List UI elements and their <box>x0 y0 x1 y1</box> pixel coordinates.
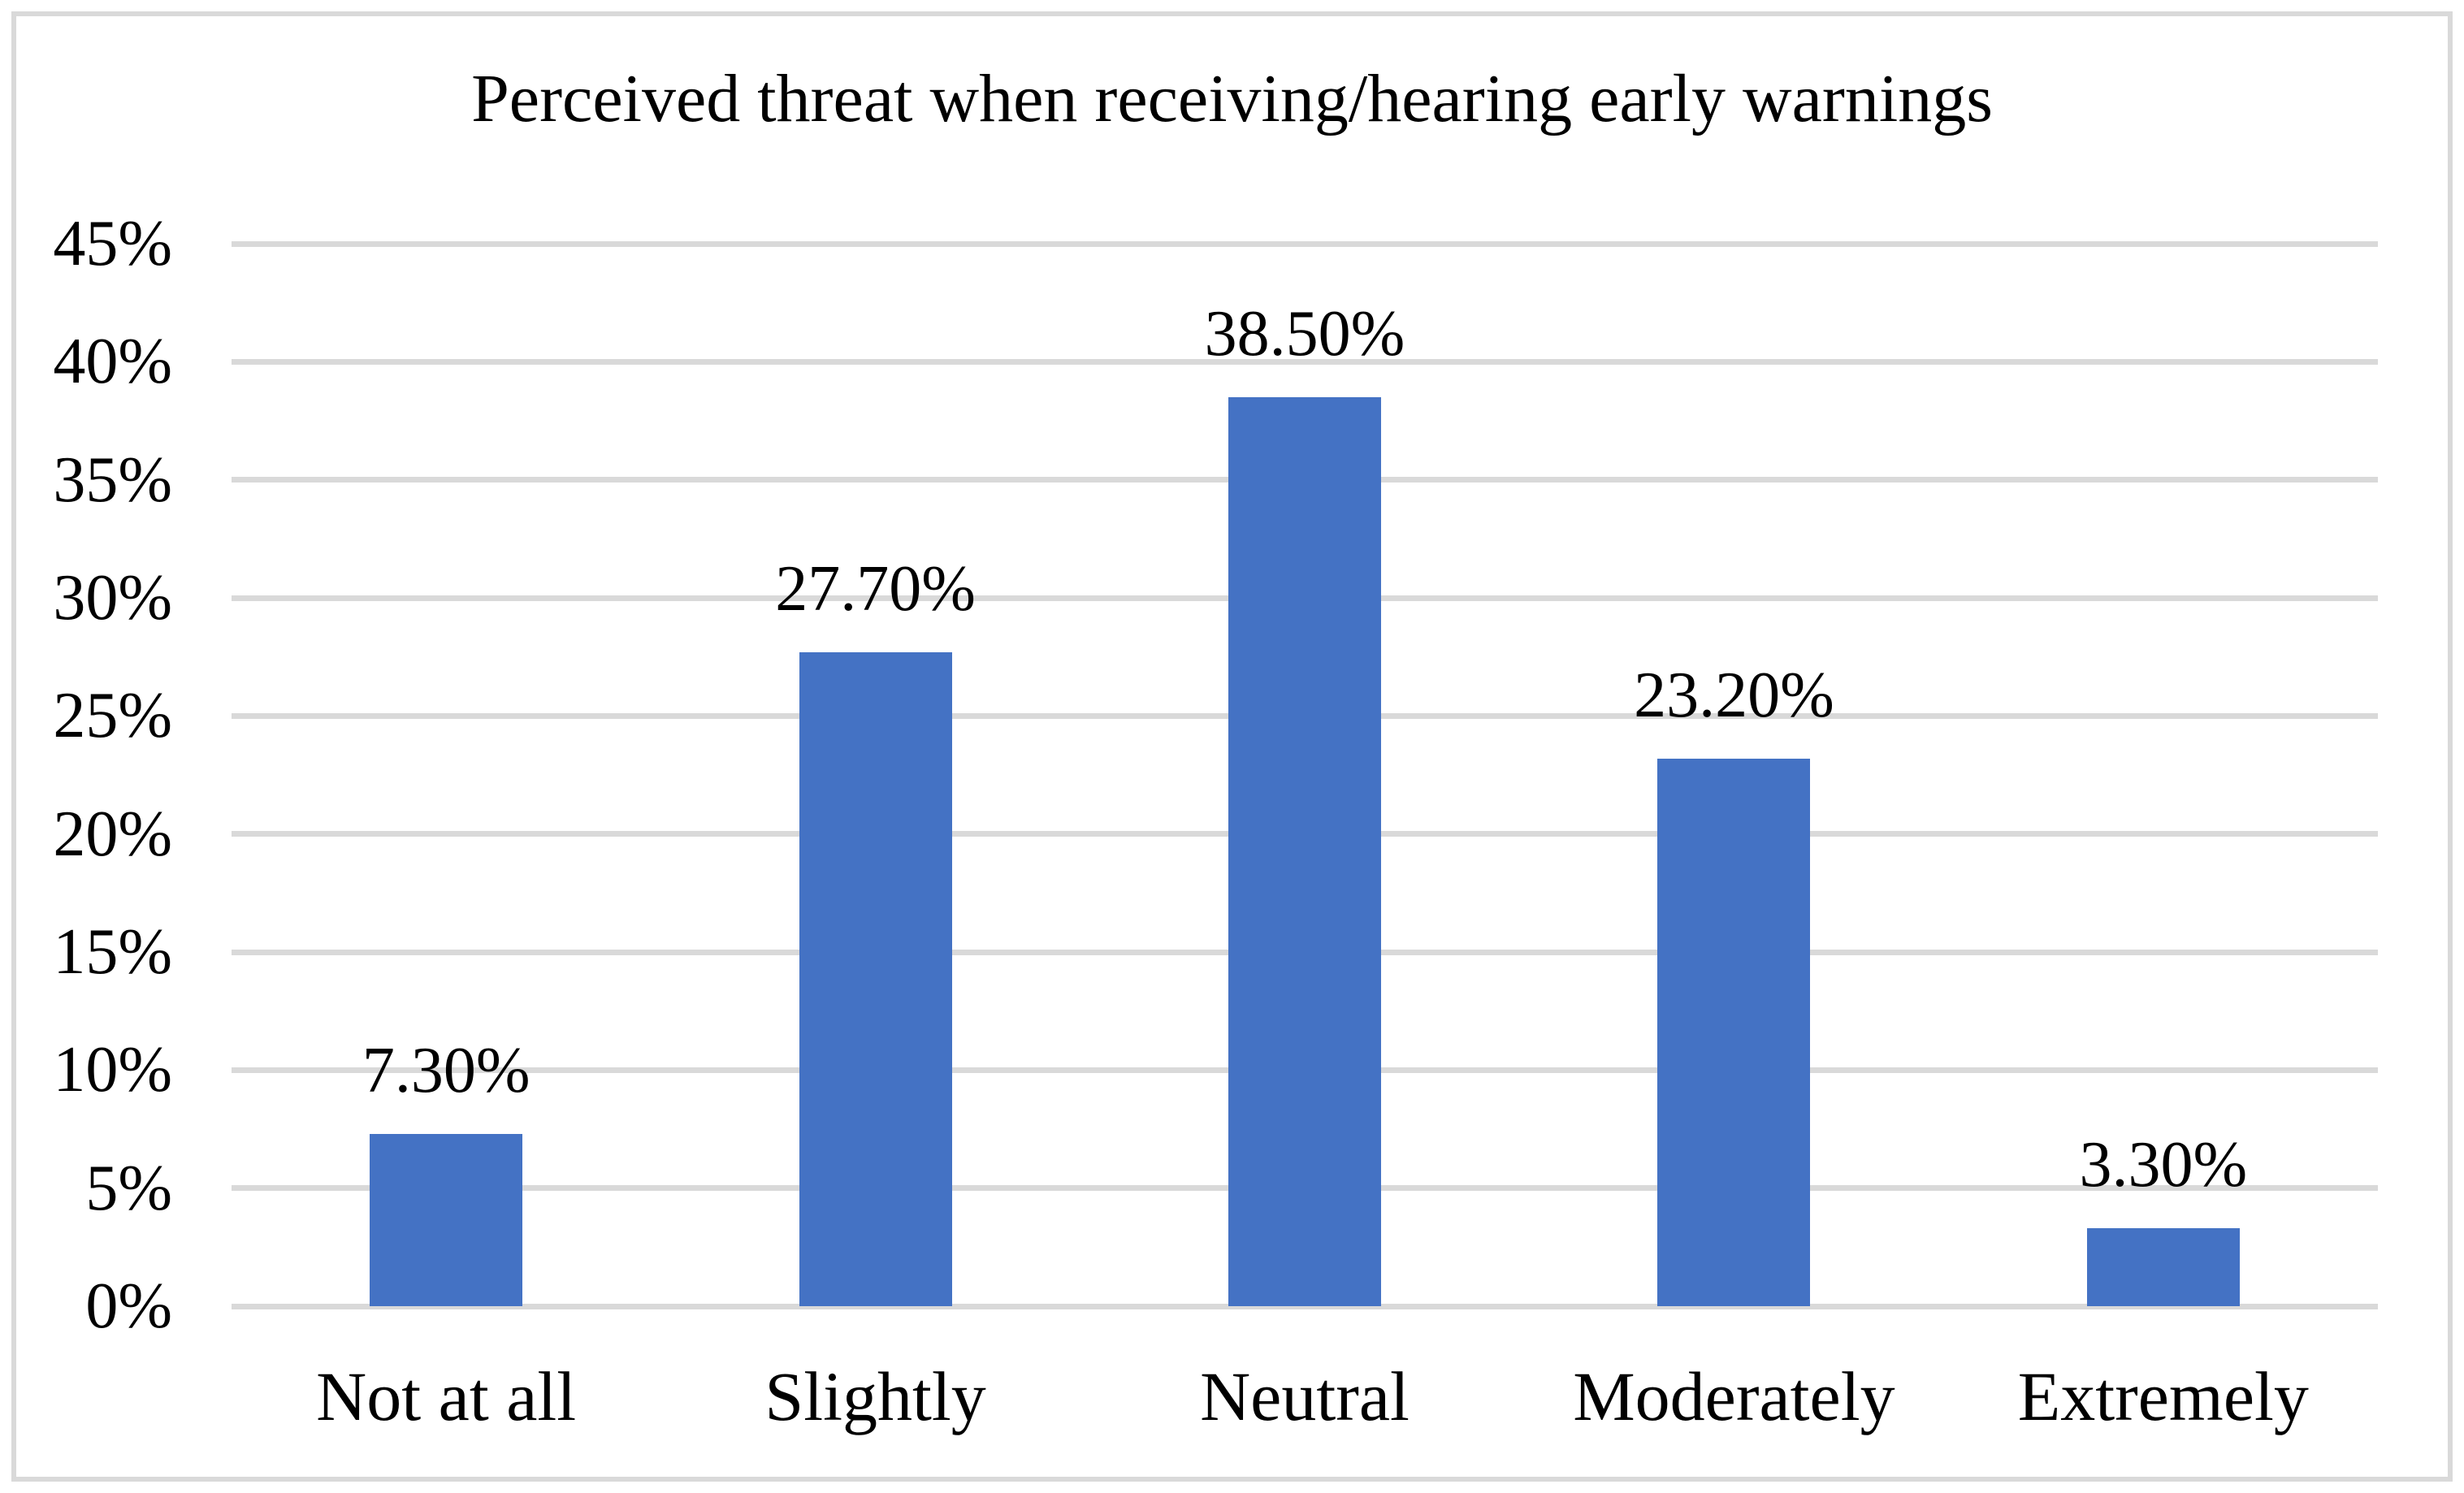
bar-value-label-neutral: 38.50% <box>1204 297 1405 370</box>
bar-extremely <box>2086 1228 2240 1306</box>
bar-moderately <box>1657 758 1811 1306</box>
x-category-label-not-at-all: Not at all <box>316 1357 577 1435</box>
y-axis-tick-label: 10% <box>53 1034 172 1106</box>
y-axis-tick-label: 40% <box>53 326 172 398</box>
y-axis-tick-label: 15% <box>53 916 172 988</box>
gridline-40% <box>232 358 2378 365</box>
bar-value-label-slightly: 27.70% <box>775 552 976 625</box>
y-axis-tick-label: 25% <box>53 680 172 752</box>
x-category-label-slightly: Slightly <box>764 1357 986 1435</box>
bar-neutral <box>1228 396 1381 1306</box>
y-axis-tick-label: 35% <box>53 444 172 516</box>
bar-value-label-extremely: 3.30% <box>2079 1129 2248 1201</box>
bar-slightly <box>799 651 952 1306</box>
bar-value-label-moderately: 23.20% <box>1634 659 1834 731</box>
y-axis-tick-label: 45% <box>53 208 172 279</box>
y-axis-tick-label: 0% <box>85 1270 172 1342</box>
x-category-label-neutral: Neutral <box>1200 1357 1410 1435</box>
bar-value-label-not-at-all: 7.30% <box>362 1034 530 1106</box>
gridline-0% <box>232 1303 2378 1309</box>
chart-title: Perceived threat when receiving/hearing … <box>471 61 1993 136</box>
y-axis-tick-label: 20% <box>53 798 172 870</box>
bar-not-at-all <box>370 1133 523 1306</box>
y-axis-tick-label: 30% <box>53 562 172 634</box>
x-category-label-extremely: Extremely <box>2017 1357 2309 1435</box>
x-category-label-moderately: Moderately <box>1573 1357 1895 1435</box>
y-axis-tick-label: 5% <box>85 1152 172 1224</box>
gridline-45% <box>232 240 2378 247</box>
